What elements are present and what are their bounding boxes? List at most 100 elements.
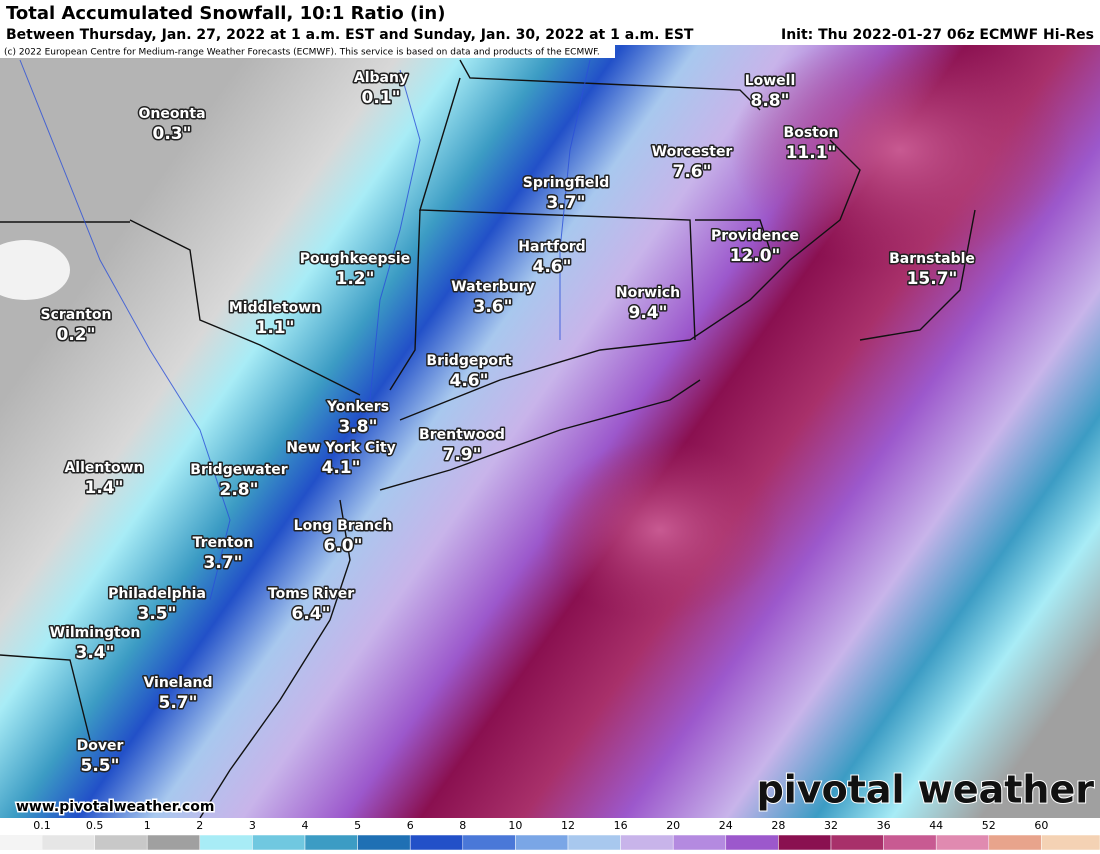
colorbar-label: 12 [561, 819, 575, 832]
colorbar-label: 1 [144, 819, 151, 832]
city-name: Yonkers [326, 399, 389, 415]
colorbar-cell [94, 834, 148, 851]
colorbar-cell [988, 834, 1042, 851]
city-name: Allentown [64, 460, 143, 476]
city-snowfall: 9.4" [629, 303, 668, 323]
colorbar-cell [304, 834, 358, 851]
colorbar-cell [462, 834, 516, 851]
city-snowfall: 5.7" [159, 693, 198, 713]
city-snowfall: 4.1" [322, 458, 361, 478]
colorbar-label: 36 [877, 819, 891, 832]
city-snowfall: 6.0" [324, 536, 363, 556]
city-snowfall: 7.9" [443, 445, 482, 465]
city-snowfall: 3.4" [76, 643, 115, 663]
city-name: Brentwood [419, 427, 505, 443]
city-snowfall: 5.5" [81, 756, 120, 776]
colorbar-label: 20 [666, 819, 680, 832]
colorbar-label: 44 [929, 819, 943, 832]
city-name: Trenton [193, 535, 254, 551]
copyright: (c) 2022 European Centre for Medium-rang… [4, 48, 600, 58]
colorbar-cell [935, 834, 990, 851]
colorbar-cell [1041, 834, 1100, 851]
city-name: Springfield [523, 175, 610, 191]
city-labels: Albany 0.1" Oneonta 0.3" Lowell 8.8" Boston 11.… [39, 69, 976, 778]
city-name: Waterbury [451, 279, 535, 295]
colorbar-label: 32 [824, 819, 838, 832]
city-snowfall: 3.8" [339, 417, 378, 437]
city-snowfall: 8.8" [751, 91, 790, 111]
boundaries [0, 59, 976, 819]
header-bg [0, 0, 1100, 45]
colorbar-label: 5 [354, 819, 361, 832]
colorbar-label: 60 [1034, 819, 1048, 832]
city-snowfall: 15.7" [907, 269, 958, 289]
colorbar-cell [357, 834, 411, 851]
colorbar-label: 2 [196, 819, 203, 832]
city-name: Bridgeport [426, 353, 511, 369]
city-snowfall: 4.6" [450, 371, 489, 391]
city-snowfall: 4.6" [533, 257, 572, 277]
snow-min [0, 240, 70, 300]
subtitle: Between Thursday, Jan. 27, 2022 at 1 a.m… [6, 27, 694, 43]
colorbar-cell [830, 834, 884, 851]
city-name: Philadelphia [108, 586, 206, 602]
colorbar-cell [620, 834, 674, 851]
city-name: Toms River [268, 586, 354, 602]
colorbar-cell [883, 834, 937, 851]
city-name: Long Branch [294, 518, 393, 534]
city-name: Worcester [652, 144, 733, 160]
city-name: Middletown [229, 300, 321, 316]
title: Total Accumulated Snowfall, 10:1 Ratio (… [6, 3, 445, 24]
city-snowfall: 3.7" [547, 193, 586, 213]
colorbar-label: 4 [302, 819, 309, 832]
logo: pivotal weather [757, 768, 1095, 812]
init-time: Init: Thu 2022-01-27 06z ECMWF Hi-Res [781, 27, 1094, 43]
city-snowfall: 12.0" [730, 246, 781, 266]
colorbar-label: 28 [771, 819, 785, 832]
rivers [19, 59, 591, 601]
colorbar: 0.1 0.5 1 2 3 4 5 6 8 10 12 16 20 24 28 32 36 44 52 60 [0, 819, 1100, 851]
city-name: Oneonta [138, 106, 205, 122]
city-name: Lowell [745, 73, 796, 89]
colorbar-label: 0.5 [86, 819, 104, 832]
city-name: Providence [711, 228, 799, 244]
colorbar-label: 10 [508, 819, 522, 832]
snowfall-max [540, 440, 780, 620]
city-snowfall: 2.8" [220, 480, 259, 500]
colorbar-cell [252, 834, 306, 851]
colorbar-label: 6 [407, 819, 414, 832]
website: www.pivotalweather.com [16, 799, 215, 815]
city-snowfall: 3.5" [138, 604, 177, 624]
city-snowfall: 0.1" [362, 88, 401, 108]
city-snowfall: 1.4" [85, 478, 124, 498]
colorbar-cell [409, 834, 464, 851]
city-snowfall: 1.1" [256, 318, 295, 338]
city-snowfall: 7.6" [673, 162, 712, 182]
city-name: Scranton [41, 307, 112, 323]
colorbar-label: 16 [614, 819, 628, 832]
colorbar-label: 0.1 [33, 819, 51, 832]
colorbar-cell [567, 834, 621, 851]
colorbar-label: 8 [459, 819, 466, 832]
city-name: Albany [354, 70, 408, 86]
colorbar-cell [199, 834, 253, 851]
city-snowfall: 1.2" [336, 269, 375, 289]
city-name: Dover [77, 738, 124, 754]
colorbar-label: 52 [982, 819, 996, 832]
city-name: Barnstable [889, 251, 975, 267]
colorbar-label: 3 [249, 819, 256, 832]
city-snowfall: 6.4" [292, 604, 331, 624]
colorbar-label: 24 [719, 819, 733, 832]
snowfall-max [730, 30, 1070, 270]
colorbar-cell [41, 834, 95, 851]
colorbar-cell [725, 834, 779, 851]
colorbar-cell [778, 834, 832, 851]
colorbar-cell [146, 834, 201, 851]
city-name: Norwich [616, 285, 680, 301]
city-snowfall: 3.7" [204, 553, 243, 573]
city-name: Poughkeepsie [300, 251, 410, 267]
city-name: Wilmington [50, 625, 141, 641]
city-name: Hartford [518, 239, 585, 255]
city-snowfall: 0.3" [153, 124, 192, 144]
